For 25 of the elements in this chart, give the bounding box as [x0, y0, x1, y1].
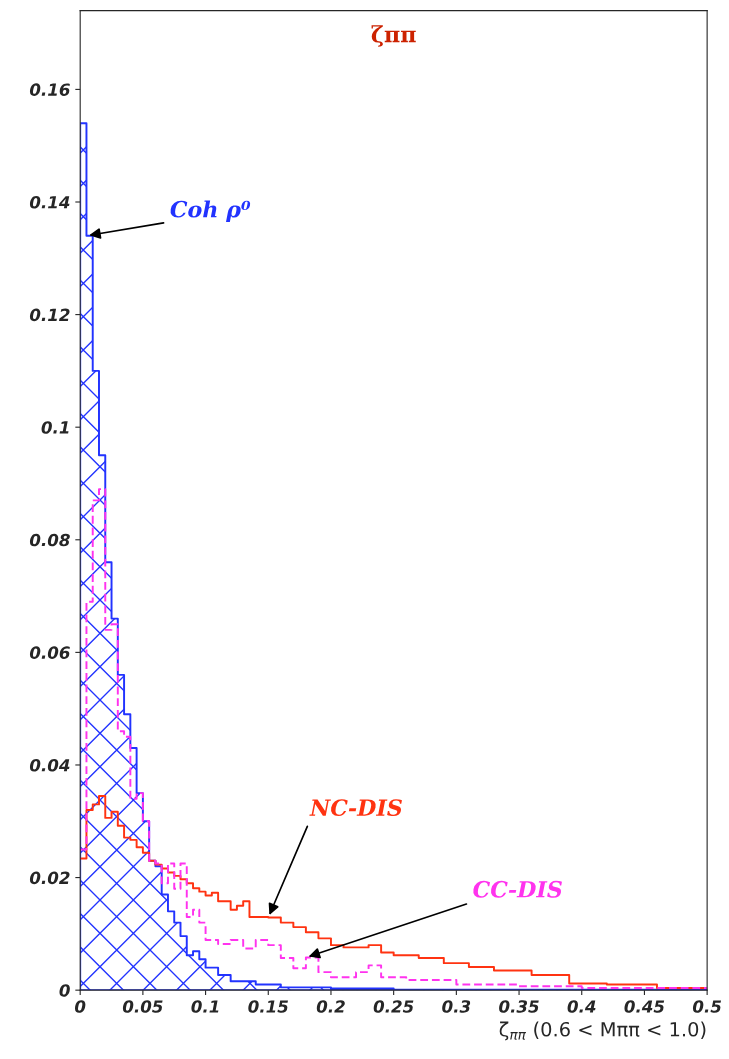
text: ζππ [371, 25, 416, 47]
annotation: NC-DIS [309, 799, 402, 817]
y-tick-label: 0.04 [29, 758, 70, 772]
y-tick-label: 0.14 [29, 195, 70, 209]
x-tick-label: 0.05 [122, 1000, 163, 1013]
x-tick-label: 0.35 [499, 1000, 539, 1013]
y-tick-label: 0.08 [29, 533, 70, 547]
y-tick-label: 0.16 [29, 83, 70, 96]
x-tick-label: 0 [74, 1000, 86, 1013]
y-tick-label: 0.02 [29, 871, 70, 885]
y-tick-label: 0.06 [29, 646, 70, 659]
x-axis-title: ζ$_{ππ}$ (0.6 < Mππ < 1.0) [499, 1021, 706, 1041]
x-tick-label: 0.25 [373, 1000, 414, 1013]
y-tick-label: 0.1 [41, 421, 69, 434]
x-tick-label: 0.5 [692, 1000, 722, 1013]
x-tick-label: 0.45 [624, 1000, 665, 1013]
annotation: Coh ρ⁰ [170, 200, 251, 222]
y-tick-label: 0.12 [29, 308, 70, 322]
x-tick-label: 0.2 [316, 1000, 345, 1013]
annotation: CC-DIS [473, 880, 562, 898]
x-tick-label: 0.15 [248, 1000, 288, 1013]
x-tick-label: 0.4 [567, 1000, 596, 1013]
y-tick-label: 0 [59, 984, 70, 997]
x-tick-label: 0.3 [442, 1000, 471, 1013]
x-tick-label: 0.1 [191, 1000, 219, 1013]
